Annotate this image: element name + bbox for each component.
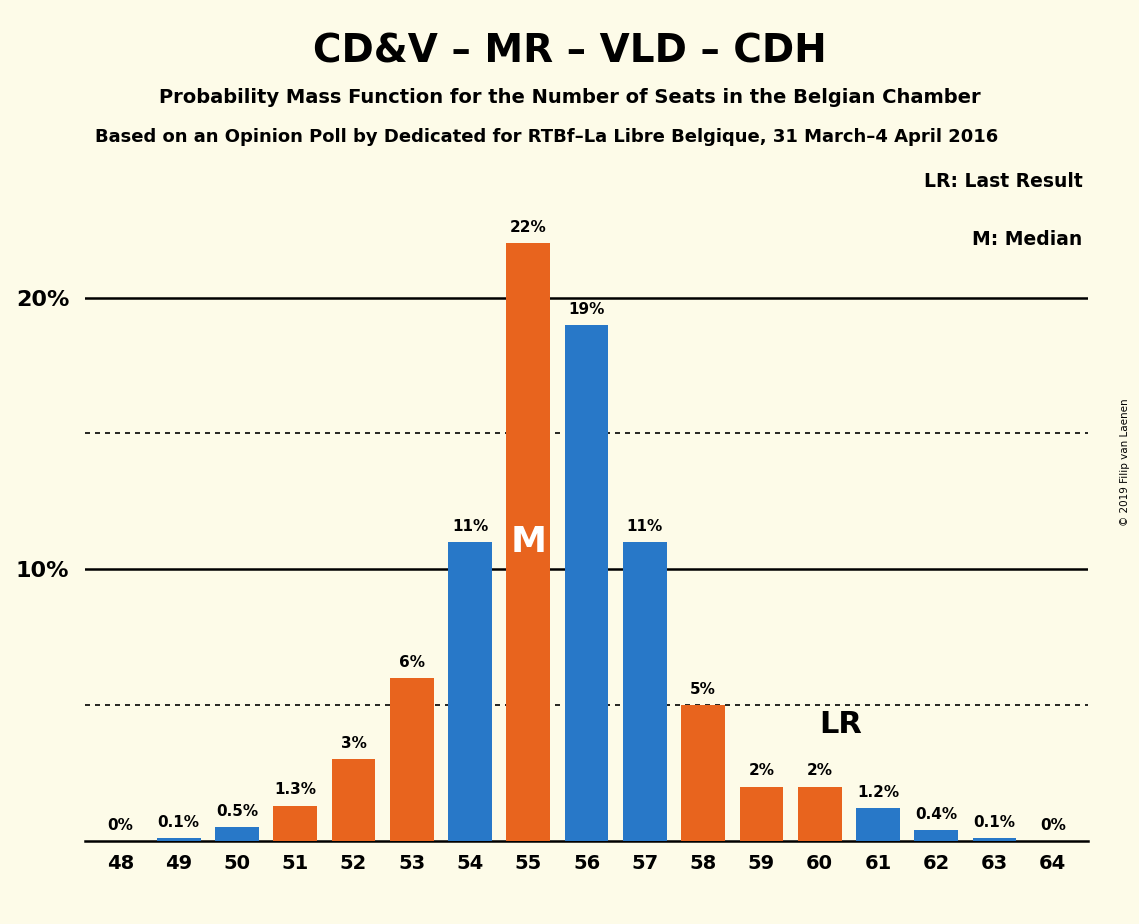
- Bar: [857, 808, 900, 841]
- Bar: [157, 838, 200, 841]
- Text: 0.1%: 0.1%: [974, 815, 1016, 830]
- Bar: [331, 760, 376, 841]
- Text: 3%: 3%: [341, 736, 367, 751]
- Text: CD&V – MR – VLD – CDH: CD&V – MR – VLD – CDH: [312, 32, 827, 70]
- Text: 2%: 2%: [748, 763, 775, 778]
- Text: 0%: 0%: [1040, 818, 1066, 833]
- Text: LR: LR: [820, 711, 862, 739]
- Text: 5%: 5%: [690, 682, 716, 697]
- Text: Based on an Opinion Poll by Dedicated for RTBf–La Libre Belgique, 31 March–4 Apr: Based on an Opinion Poll by Dedicated fo…: [95, 128, 999, 145]
- Bar: [973, 838, 1016, 841]
- Bar: [681, 705, 726, 841]
- Text: 0.4%: 0.4%: [915, 807, 957, 821]
- Text: 1.2%: 1.2%: [857, 785, 899, 800]
- Bar: [273, 806, 317, 841]
- Text: 22%: 22%: [510, 220, 547, 235]
- Text: M: M: [510, 525, 547, 559]
- Bar: [565, 324, 608, 841]
- Text: 1.3%: 1.3%: [274, 783, 317, 797]
- Text: 0.5%: 0.5%: [216, 804, 259, 819]
- Text: 19%: 19%: [568, 301, 605, 317]
- Bar: [797, 786, 842, 841]
- Bar: [215, 827, 259, 841]
- Text: © 2019 Filip van Laenen: © 2019 Filip van Laenen: [1120, 398, 1130, 526]
- Text: 0%: 0%: [107, 818, 133, 833]
- Bar: [739, 786, 784, 841]
- Bar: [448, 542, 492, 841]
- Text: 11%: 11%: [452, 519, 489, 534]
- Text: LR: Last Result: LR: Last Result: [924, 172, 1083, 191]
- Text: 6%: 6%: [399, 655, 425, 670]
- Bar: [915, 830, 958, 841]
- Text: 11%: 11%: [626, 519, 663, 534]
- Text: Probability Mass Function for the Number of Seats in the Belgian Chamber: Probability Mass Function for the Number…: [158, 88, 981, 107]
- Bar: [623, 542, 666, 841]
- Bar: [390, 678, 434, 841]
- Bar: [507, 243, 550, 841]
- Text: M: Median: M: Median: [973, 230, 1083, 249]
- Text: 2%: 2%: [806, 763, 833, 778]
- Text: 0.1%: 0.1%: [157, 815, 199, 830]
